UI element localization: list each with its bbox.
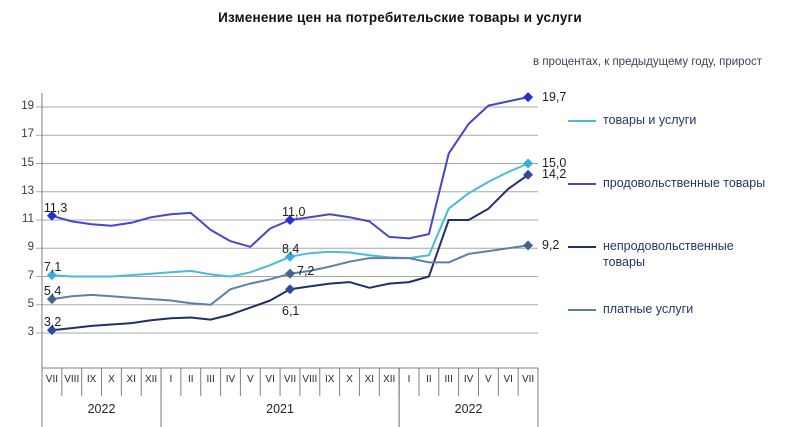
x-month-label: III bbox=[206, 374, 215, 385]
x-month-label: V bbox=[485, 374, 492, 385]
x-month-label: II bbox=[426, 374, 432, 385]
x-month-label: X bbox=[346, 374, 353, 385]
data-point-marker bbox=[285, 268, 295, 279]
x-month-label: I bbox=[169, 374, 173, 385]
legend-item-label: продовольственные товары bbox=[603, 176, 766, 190]
legend-item-label: непродовольственные товары bbox=[603, 239, 734, 269]
x-month-label: VII bbox=[521, 374, 535, 385]
x-month-label: I bbox=[407, 374, 411, 385]
y-axis-tick-label: 17 bbox=[21, 128, 34, 141]
legend-swatch-line bbox=[568, 246, 596, 248]
data-point-marker bbox=[523, 158, 534, 169]
chart-title: Изменение цен на потребительские товары … bbox=[218, 10, 582, 25]
x-month-label: X bbox=[108, 374, 115, 385]
data-point-label: 11,0 bbox=[282, 205, 306, 219]
x-month-label: XII bbox=[383, 374, 396, 385]
y-axis-tick-label: 7 bbox=[27, 269, 34, 282]
x-month-label: VI bbox=[265, 374, 275, 385]
legend-item: непродовольственные товары bbox=[568, 239, 734, 270]
data-point-marker bbox=[46, 294, 57, 305]
data-point-label: 7,1 bbox=[43, 260, 62, 275]
x-month-label: VII bbox=[45, 374, 59, 385]
x-month-label: XII bbox=[144, 374, 158, 385]
legend-swatch-line bbox=[568, 183, 596, 185]
y-axis-tick-label: 5 bbox=[27, 297, 34, 310]
x-month-label: III bbox=[444, 374, 453, 385]
x-month-label: V bbox=[246, 374, 254, 385]
data-point-label: 15,0 bbox=[542, 156, 567, 170]
legend-item: продовольственные товары bbox=[568, 176, 765, 192]
data-point-marker bbox=[46, 210, 57, 221]
x-month-label: XI bbox=[126, 374, 136, 385]
x-year-label: 2022 bbox=[87, 402, 116, 416]
x-month-label: XI bbox=[364, 374, 375, 385]
data-point-label: 11,3 bbox=[43, 200, 68, 215]
legend-item: товары и услуги bbox=[568, 113, 696, 129]
y-axis-tick-label: 3 bbox=[27, 326, 34, 338]
data-point-label: 14,2 bbox=[542, 167, 567, 182]
y-axis-tick-label: 9 bbox=[27, 241, 34, 254]
x-month-label: VIII bbox=[302, 374, 318, 385]
x-month-label: VII bbox=[283, 374, 297, 385]
data-point-marker bbox=[285, 215, 295, 225]
y-axis-tick-label: 11 bbox=[22, 213, 34, 225]
data-point-marker bbox=[523, 92, 534, 103]
legend-swatch-line bbox=[568, 309, 596, 311]
y-axis-tick-label: 19 bbox=[21, 100, 34, 112]
x-month-label: VIII bbox=[64, 374, 80, 385]
x-month-label: VI bbox=[503, 374, 513, 385]
x-year-label: 2021 bbox=[266, 402, 294, 416]
data-point-marker bbox=[523, 240, 534, 251]
data-point-marker bbox=[285, 284, 295, 295]
legend-swatch-line bbox=[568, 120, 596, 122]
y-axis-tick-label: 13 bbox=[21, 184, 34, 197]
data-point-label: 9,2 bbox=[542, 237, 560, 252]
data-point-label: 5,4 bbox=[43, 284, 62, 299]
x-month-label: IX bbox=[324, 374, 335, 385]
data-point-label: 19,7 bbox=[542, 89, 567, 104]
x-month-label: IV bbox=[463, 374, 474, 385]
legend-item-label: товары и услуги bbox=[603, 113, 697, 127]
legend-item-label: платные услуги bbox=[603, 302, 694, 316]
data-point-marker bbox=[285, 251, 295, 262]
data-point-marker bbox=[46, 270, 57, 281]
data-point-label: 7,2 bbox=[297, 263, 315, 278]
y-axis-tick-label: 15 bbox=[21, 156, 34, 169]
x-month-label: IV bbox=[225, 374, 236, 385]
data-point-label: 6,1 bbox=[282, 304, 300, 319]
data-point-label: 3,2 bbox=[43, 315, 62, 330]
chart-subtitle: в процентах, к предыдущему году, прирост bbox=[533, 56, 762, 68]
legend-item: платные услуги bbox=[568, 302, 693, 318]
data-point-marker bbox=[523, 169, 534, 180]
data-point-marker bbox=[46, 325, 57, 336]
x-month-label: II bbox=[188, 374, 194, 385]
data-point-label: 8,4 bbox=[282, 241, 300, 256]
x-year-label: 2022 bbox=[454, 402, 483, 416]
x-month-label: IX bbox=[86, 374, 97, 385]
